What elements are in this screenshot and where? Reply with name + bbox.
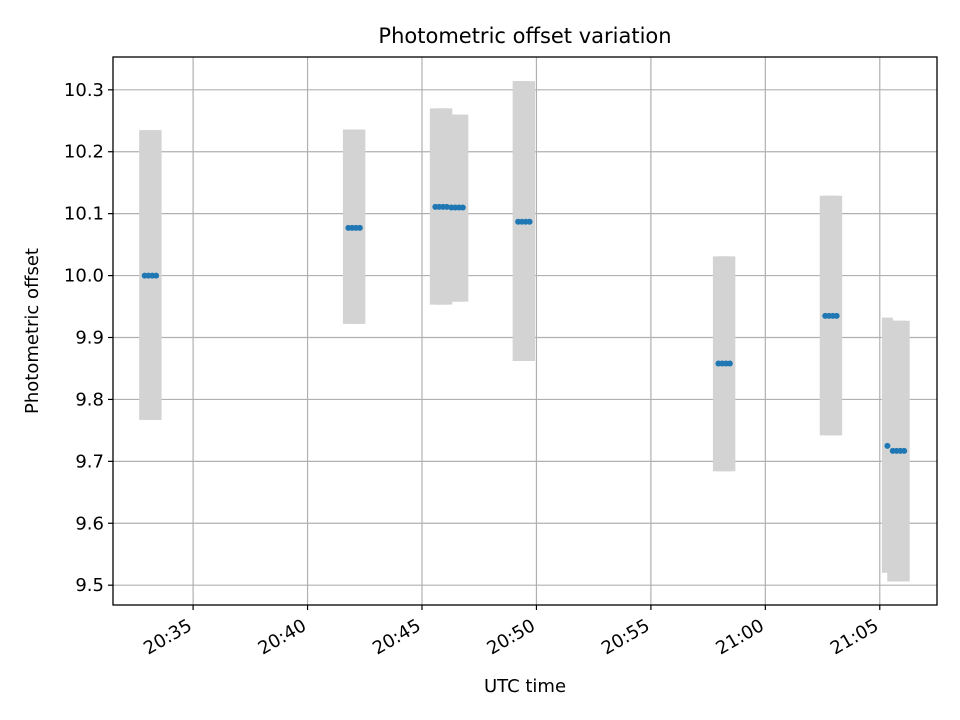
y-tick-label: 9.6	[75, 513, 104, 534]
y-tick-label: 10.0	[64, 266, 104, 287]
data-point	[901, 447, 908, 454]
data-point	[153, 272, 160, 279]
data-point	[726, 360, 733, 367]
data-point	[459, 204, 466, 211]
data-point	[526, 218, 533, 225]
plot-frame	[112, 56, 938, 606]
data-point	[833, 312, 840, 319]
y-axis-label: Photometric offset	[22, 248, 43, 414]
data-points	[141, 203, 908, 454]
data-point	[884, 442, 891, 449]
y-tick-label: 9.5	[75, 575, 104, 596]
y-tick-label: 9.7	[75, 451, 104, 472]
y-tick-label: 9.9	[75, 328, 104, 349]
y-axis-ticks: 9.5 9.6 9.7 9.8 9.9 10.0 10.1 10.2 10.3	[64, 80, 113, 596]
y-tick-label: 10.1	[64, 204, 104, 225]
x-axis-label: UTC time	[484, 676, 566, 697]
data-point	[443, 203, 450, 210]
y-tick-label: 10.2	[64, 142, 104, 163]
chart-title: Photometric offset variation	[378, 24, 671, 48]
data-point	[356, 224, 363, 231]
y-tick-label: 9.8	[75, 389, 104, 410]
y-tick-label: 10.3	[64, 80, 104, 101]
